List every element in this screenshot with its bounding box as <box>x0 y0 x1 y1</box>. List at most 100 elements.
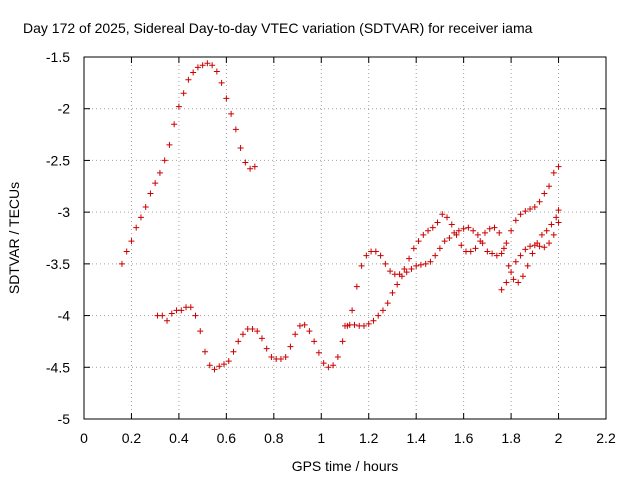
data-point <box>263 345 270 352</box>
data-point <box>360 322 367 329</box>
data-point <box>555 219 562 226</box>
data-point <box>436 245 443 252</box>
data-point <box>382 260 389 267</box>
data-point <box>503 279 510 286</box>
x-axis-label: GPS time / hours <box>292 458 399 474</box>
data-point <box>531 242 538 249</box>
data-point <box>460 225 467 232</box>
data-point <box>254 328 261 335</box>
x-tick-label: 2 <box>555 430 563 446</box>
data-point <box>247 165 254 172</box>
data-point <box>474 231 481 238</box>
data-point <box>486 225 493 232</box>
data-point <box>213 68 220 75</box>
data-point <box>398 273 405 280</box>
data-point <box>180 90 187 97</box>
data-point <box>484 248 491 255</box>
data-point <box>413 262 420 269</box>
data-point <box>467 248 474 255</box>
y-tick-label: -2 <box>58 101 71 117</box>
data-point <box>377 252 384 259</box>
data-point <box>251 163 258 170</box>
data-point <box>197 328 204 335</box>
data-point <box>508 269 515 276</box>
data-point <box>206 362 213 369</box>
data-point <box>128 238 135 245</box>
data-point <box>394 281 401 288</box>
data-point <box>524 262 531 269</box>
data-point <box>410 245 417 252</box>
data-point <box>223 95 230 102</box>
data-point <box>420 231 427 238</box>
data-point <box>175 103 182 110</box>
data-point <box>351 321 358 328</box>
data-point <box>375 312 382 319</box>
data-point <box>510 276 517 283</box>
data-point <box>529 250 536 257</box>
data-point <box>417 261 424 268</box>
data-point <box>503 240 510 247</box>
data-point <box>372 248 379 255</box>
series-arc-4 <box>498 219 562 293</box>
data-point <box>536 243 543 250</box>
data-point <box>239 331 246 338</box>
data-point <box>220 361 227 368</box>
data-point <box>543 227 550 234</box>
data-point <box>142 203 149 210</box>
data-point <box>422 260 429 267</box>
x-tick-label: 1.8 <box>501 430 521 446</box>
series-arc-2 <box>154 207 562 373</box>
grid-lines <box>84 57 606 419</box>
data-point <box>282 353 289 360</box>
data-point <box>204 60 211 67</box>
data-point <box>550 231 557 238</box>
data-point <box>133 224 140 231</box>
data-point <box>192 312 199 319</box>
data-point <box>522 246 529 253</box>
data-point <box>493 252 500 259</box>
data-point <box>296 322 303 329</box>
data-point <box>311 338 318 345</box>
data-point <box>235 338 242 345</box>
data-point <box>538 231 545 238</box>
data-point <box>481 229 488 236</box>
data-point <box>432 252 439 259</box>
data-point <box>517 252 524 259</box>
data-point <box>166 141 173 148</box>
data-point <box>230 348 237 355</box>
axis-ticks <box>83 56 607 420</box>
data-point <box>178 307 185 314</box>
chart-title: Day 172 of 2025, Sidereal Day-to-day VTE… <box>23 20 533 36</box>
data-point <box>508 227 515 234</box>
data-point <box>389 289 396 296</box>
data-point <box>541 190 548 197</box>
data-point <box>458 242 465 249</box>
data-point <box>555 163 562 170</box>
y-tick-label: -3.5 <box>46 256 70 272</box>
data-point <box>446 235 453 241</box>
data-point <box>320 360 327 367</box>
data-point <box>470 227 477 234</box>
data-point <box>370 317 377 324</box>
data-point <box>277 356 284 363</box>
data-point <box>353 283 360 290</box>
data-point <box>491 224 498 231</box>
data-point <box>225 358 232 365</box>
x-tick-label: 1 <box>317 430 325 446</box>
data-point <box>218 79 225 86</box>
data-point <box>168 310 175 317</box>
data-point <box>365 320 372 327</box>
data-point <box>330 362 337 369</box>
data-point <box>159 312 166 319</box>
data-point <box>403 269 410 276</box>
data-point <box>185 76 192 83</box>
data-point <box>379 307 386 314</box>
x-tick-label: 0.4 <box>169 430 189 446</box>
data-point <box>427 258 434 265</box>
x-tick-label: 1.4 <box>406 430 426 446</box>
data-point <box>406 255 413 262</box>
data-point <box>512 258 519 265</box>
data-point <box>118 260 125 267</box>
data-point <box>489 250 496 257</box>
